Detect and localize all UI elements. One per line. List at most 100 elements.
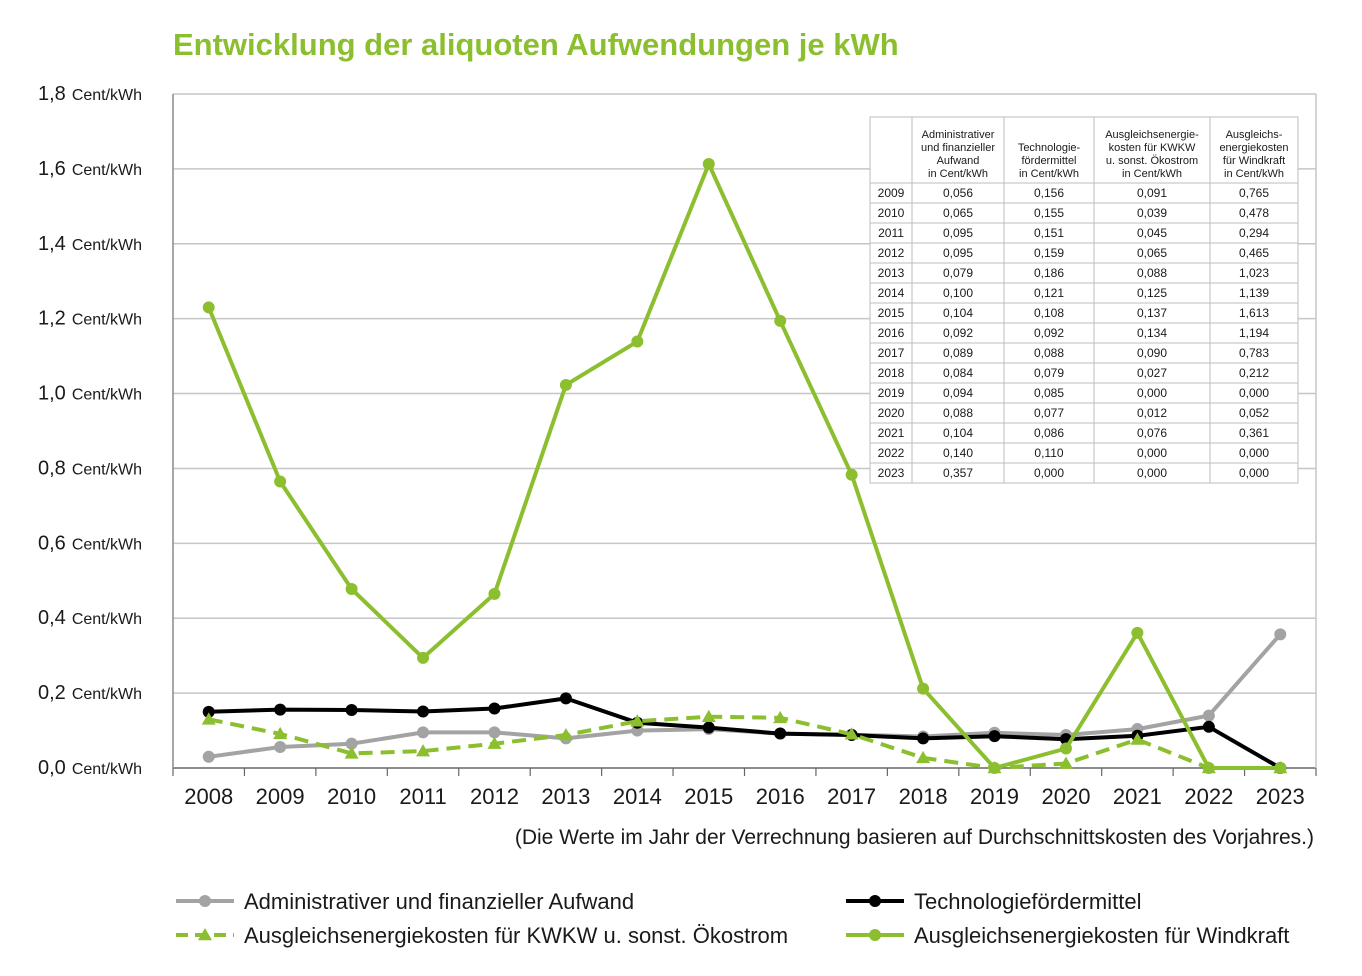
y-tick-label: 1,0 Cent/kWh: [38, 383, 142, 405]
data-point: [917, 682, 930, 695]
table-cell: 0,065: [1137, 246, 1167, 260]
table-header: Technologie-: [1018, 142, 1081, 154]
series-lines: [201, 158, 1288, 774]
y-tick-label: 0,8 Cent/kWh: [38, 457, 142, 479]
legend-marker: [199, 895, 211, 907]
x-tick-label: 2008: [184, 784, 233, 809]
table-cell: 2019: [878, 386, 905, 400]
x-tick-label: 2021: [1113, 784, 1162, 809]
table-cell: 1,023: [1239, 266, 1269, 280]
table-cell: 0,156: [1034, 186, 1064, 200]
data-point: [845, 468, 858, 481]
table-cell: 2021: [878, 426, 905, 440]
table-cell: 2009: [878, 186, 905, 200]
table-cell: 0,091: [1137, 186, 1167, 200]
data-point: [417, 651, 430, 664]
legend-marker: [869, 895, 881, 907]
data-point: [201, 712, 216, 725]
table-header: in Cent/kWh: [1224, 168, 1284, 180]
legend-marker: [869, 929, 881, 941]
table-cell: 0,090: [1137, 346, 1167, 360]
data-point: [274, 475, 287, 488]
table-cell: 0,085: [1034, 386, 1064, 400]
table-cell: 1,613: [1239, 306, 1269, 320]
table-cell: 0,084: [943, 366, 973, 380]
table-header: fördermittel: [1021, 155, 1076, 167]
table-cell: 0,361: [1239, 426, 1269, 440]
table-cell: 0,088: [943, 406, 973, 420]
table-cell: 0,065: [943, 206, 973, 220]
data-point: [345, 583, 358, 596]
y-tick-label: 0,4 Cent/kWh: [38, 607, 142, 629]
data-point: [1131, 626, 1144, 639]
table-cell: 0,155: [1034, 206, 1064, 220]
table-cell: 0,045: [1137, 226, 1167, 240]
x-tick-label: 2016: [756, 784, 805, 809]
table-cell: 0,110: [1034, 446, 1063, 460]
table-cell: 0,100: [943, 286, 973, 300]
table-cell: 2018: [878, 366, 905, 380]
table-cell: 0,079: [1034, 366, 1064, 380]
data-point: [631, 335, 644, 348]
x-tick-label: 2011: [399, 784, 446, 809]
legend: Administrativer und finanzieller Aufwand…: [176, 889, 1289, 948]
table-header: und finanzieller: [921, 142, 995, 154]
data-point: [202, 750, 215, 763]
data-point: [701, 709, 716, 722]
table-cell: 0,012: [1137, 406, 1167, 420]
x-tick-label: 2022: [1184, 784, 1233, 809]
data-point: [417, 705, 430, 718]
x-tick-label: 2019: [970, 784, 1019, 809]
table-cell: 0,125: [1137, 286, 1167, 300]
series-line: [208, 696, 1282, 770]
x-tick-label: 2012: [470, 784, 519, 809]
table-header: in Cent/kWh: [1019, 168, 1079, 180]
legend-marker: [198, 928, 212, 941]
data-point: [702, 721, 715, 734]
table-cell: 0,095: [943, 226, 973, 240]
data-point: [773, 710, 788, 724]
x-tick-label: 2020: [1041, 784, 1090, 809]
table-cell: 0,151: [1034, 226, 1064, 240]
table-cell: 2020: [878, 406, 905, 420]
table-cell: 2016: [878, 326, 905, 340]
data-point: [345, 737, 358, 750]
table-cell: 0,357: [943, 466, 973, 480]
series-line: [208, 714, 1281, 770]
data-point: [274, 741, 287, 754]
data-point: [417, 726, 430, 739]
table-cell: 0,088: [1137, 266, 1167, 280]
table-cell: 0,027: [1137, 366, 1167, 380]
table-background: [869, 116, 1299, 484]
table-cell: 2015: [878, 306, 905, 320]
table-cell: 0,092: [1034, 326, 1064, 340]
y-tick-label: 0,0 Cent/kWh: [38, 757, 142, 779]
table-cell: 0,783: [1239, 346, 1269, 360]
table-cell: 0,104: [943, 426, 973, 440]
data-point: [630, 714, 645, 727]
table-cell: 0,294: [1239, 226, 1269, 240]
data-point: [273, 726, 288, 740]
table-cell: 0,077: [1034, 406, 1064, 420]
table-cell: 0,094: [943, 386, 973, 400]
table-cell: 2013: [878, 266, 905, 280]
table-cell: 0,000: [1239, 446, 1269, 460]
data-point: [1202, 720, 1215, 733]
data-point: [202, 301, 215, 314]
data-point: [844, 727, 859, 740]
x-tick-label: 2013: [541, 784, 590, 809]
data-point: [988, 762, 1001, 774]
data-point: [1274, 628, 1287, 641]
data-point: [774, 727, 787, 740]
table-cell: 0,000: [1239, 466, 1269, 480]
y-tick-label: 0,6 Cent/kWh: [38, 532, 142, 554]
table-cell: 0,095: [943, 246, 973, 260]
y-tick-label: 1,4 Cent/kWh: [38, 233, 142, 255]
series-line: [206, 162, 1281, 770]
table-header: in Cent/kWh: [928, 168, 988, 180]
table-header: Ausgleichs-: [1226, 129, 1283, 141]
table-cell: 0,079: [943, 266, 973, 280]
x-tick-label: 2010: [327, 784, 376, 809]
table-cell: 2022: [878, 446, 905, 460]
legend-label: Technologiefördermittel: [914, 889, 1141, 914]
